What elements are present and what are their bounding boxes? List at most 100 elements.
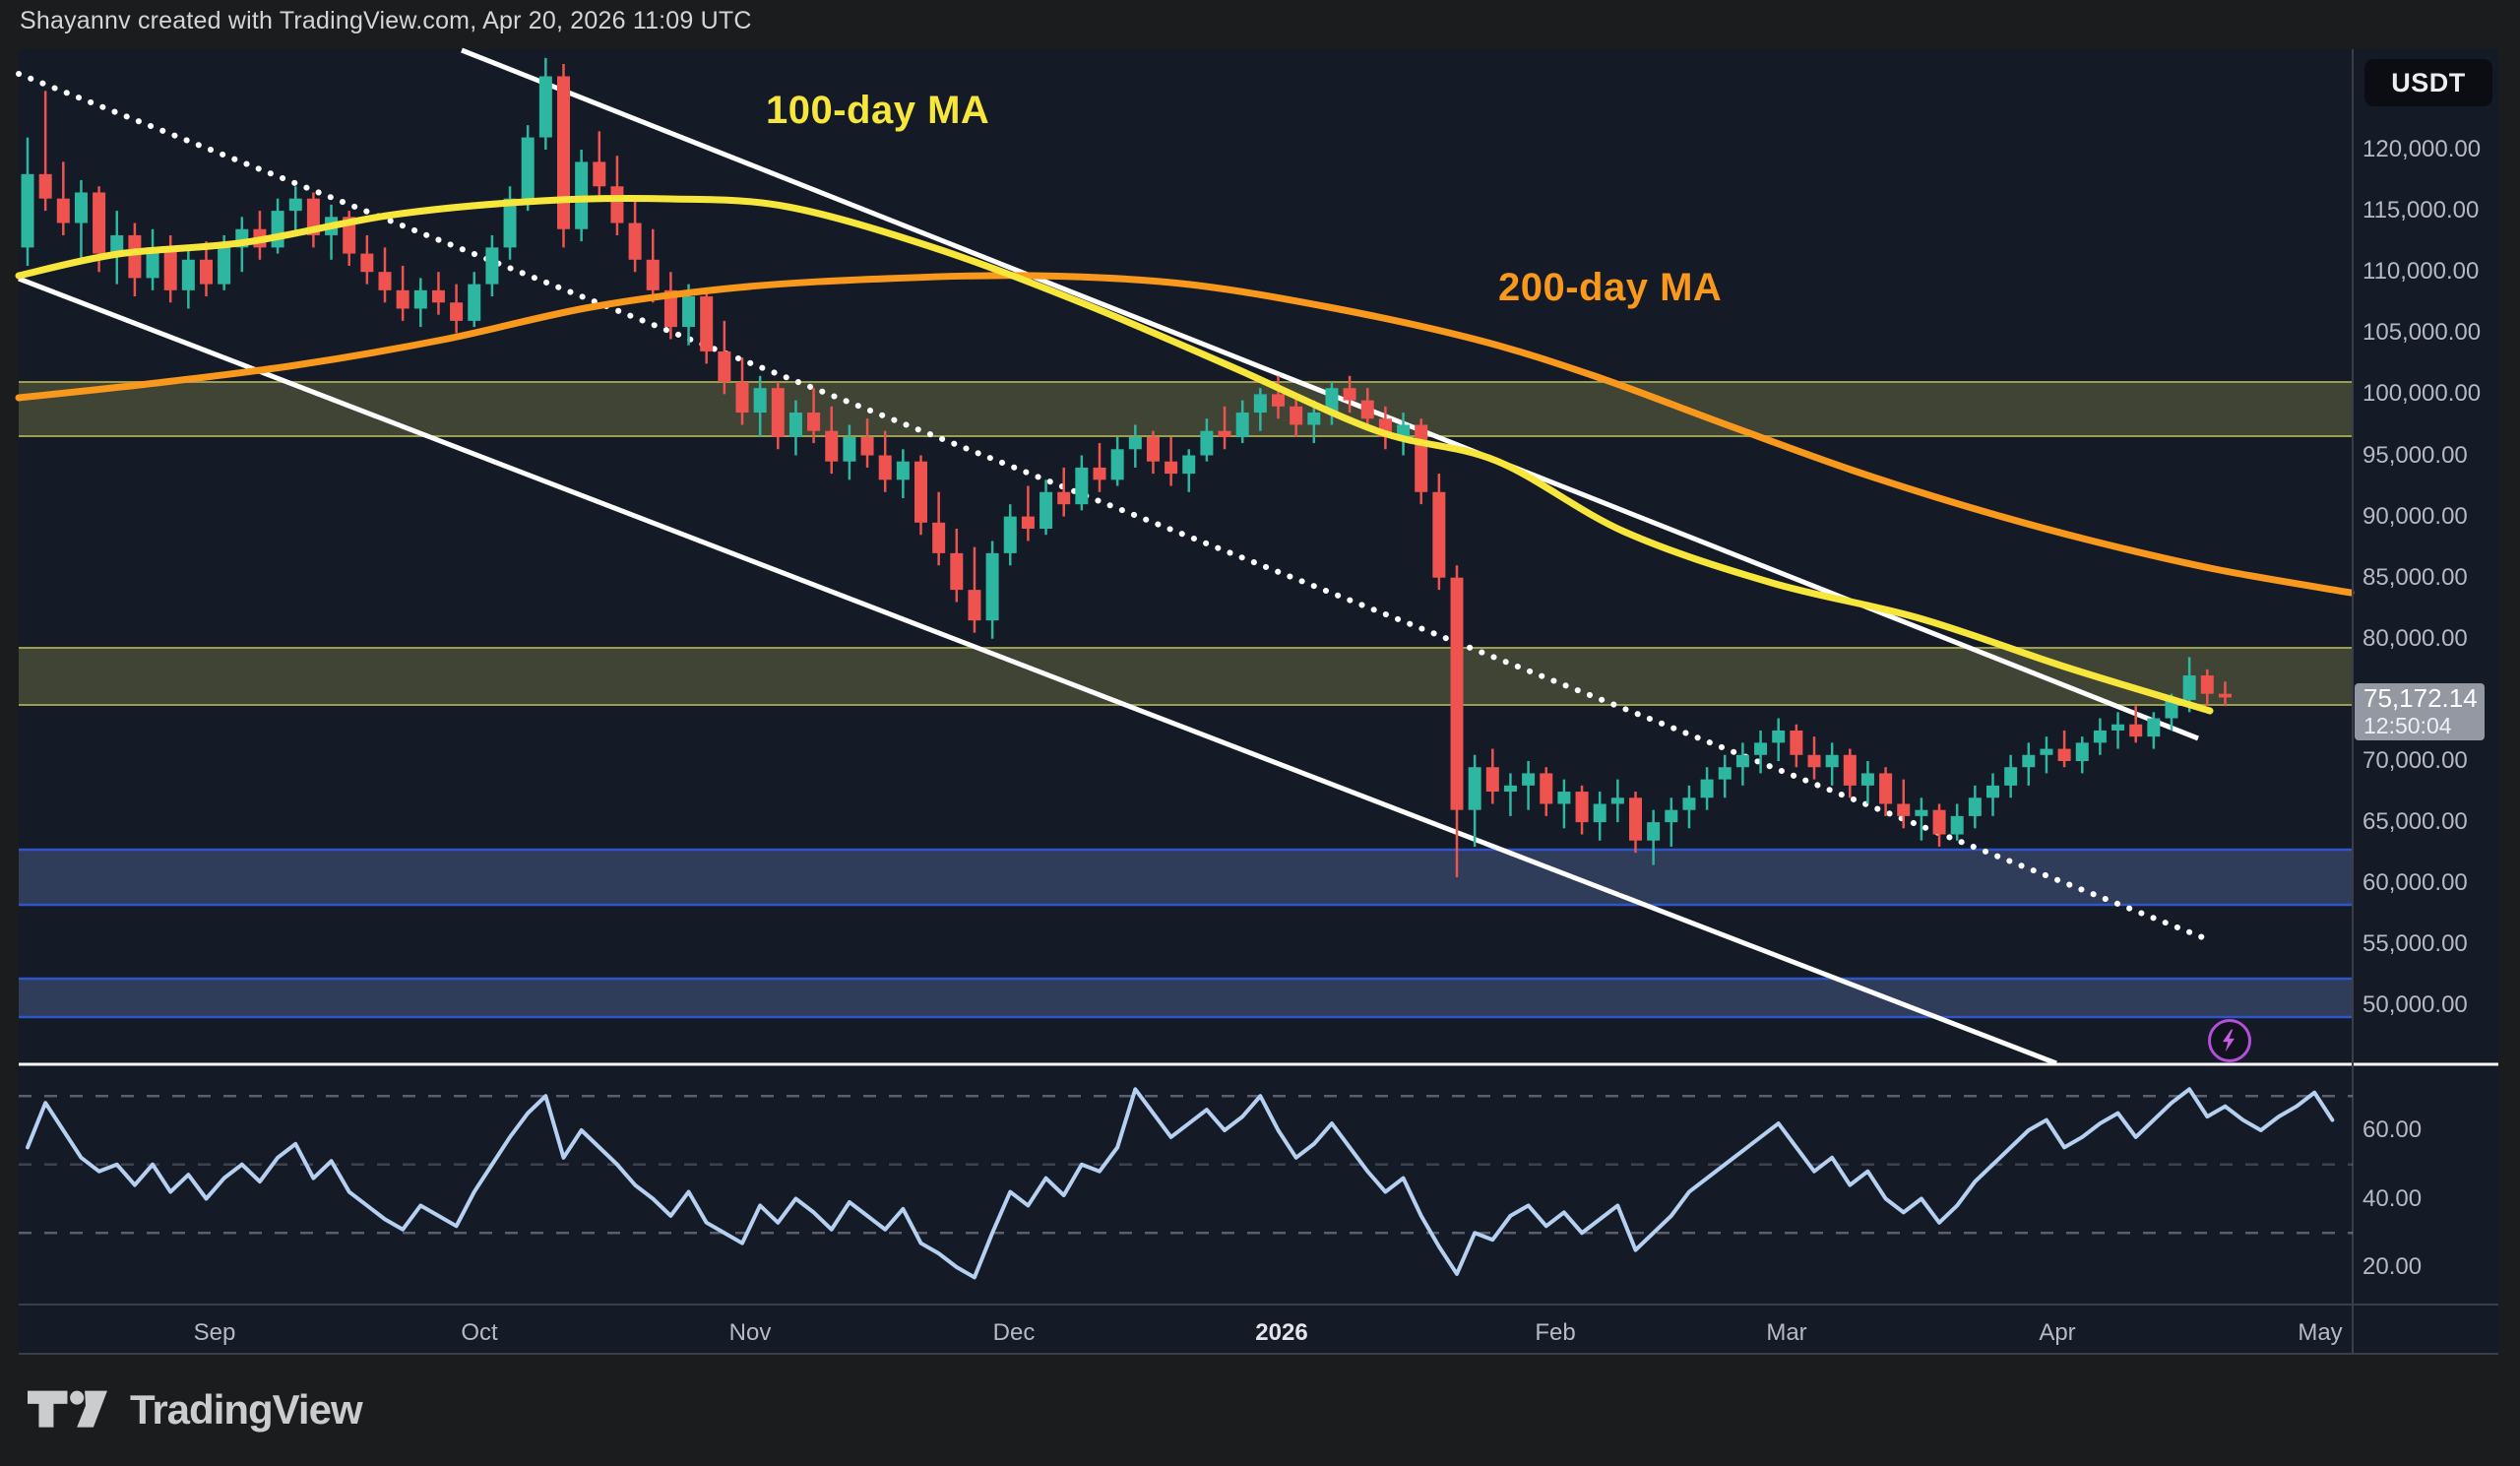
- time-tick-Sep: Sep: [193, 1319, 236, 1346]
- price-tick-110k: 110,000.00: [2362, 258, 2480, 286]
- candle-body: [1343, 388, 1356, 401]
- candle-body: [1522, 773, 1536, 786]
- candle-body: [378, 272, 392, 290]
- candle-body: [825, 430, 839, 462]
- last-price-value: 75,172.14: [2363, 683, 2478, 713]
- candle-body: [807, 413, 821, 431]
- quote-currency-pill[interactable]: USDT: [2364, 59, 2492, 106]
- candle-body: [93, 192, 106, 254]
- last-price-badge[interactable]: 75,172.14 12:50:04: [2355, 683, 2485, 740]
- price-tick-80k: 80,000.00: [2362, 624, 2468, 652]
- candle-body: [663, 289, 677, 328]
- candle-body: [1503, 785, 1517, 793]
- ma100-annotation[interactable]: 100-day MA: [766, 89, 990, 132]
- candle-body: [646, 259, 660, 290]
- candle-body: [128, 234, 142, 279]
- time-tick-Oct: Oct: [461, 1319, 498, 1346]
- candle-body: [1432, 491, 1446, 578]
- candle-body: [896, 461, 910, 480]
- candle-body: [468, 284, 481, 321]
- candle-body: [1772, 730, 1786, 743]
- zone-resistance-olive-lower: [19, 648, 2353, 705]
- time-tick-Apr: Apr: [2039, 1319, 2076, 1346]
- candle-body: [1128, 436, 1142, 450]
- rsi-line: [26, 1087, 2335, 1280]
- candle-body: [2147, 718, 2161, 737]
- candle-body: [2093, 730, 2107, 743]
- candle-body: [1718, 767, 1732, 780]
- candle-body: [932, 522, 946, 553]
- candle-body: [1485, 767, 1499, 793]
- candle-body: [163, 247, 177, 290]
- candle-body: [431, 289, 445, 303]
- candle-body: [1790, 730, 1803, 755]
- candle-body: [2075, 742, 2089, 761]
- candle-body: [1843, 754, 1857, 786]
- price-tick-50k: 50,000.00: [2362, 991, 2468, 1019]
- candle-body: [1146, 436, 1160, 462]
- candle-body: [146, 247, 159, 279]
- candle-body: [1415, 424, 1428, 492]
- candle-body: [1397, 424, 1411, 437]
- candle-body: [1040, 491, 1053, 530]
- candle-body: [413, 289, 427, 309]
- trendline-channel-lower[interactable]: [18, 276, 2057, 1066]
- candle-body: [700, 296, 714, 351]
- candle-body: [2182, 675, 2196, 700]
- price-tick-90k: 90,000.00: [2362, 502, 2468, 530]
- trendline-mid-dotted[interactable]: [16, 71, 2213, 943]
- candle-body: [450, 302, 464, 321]
- candle-body: [2200, 675, 2214, 694]
- candle-body: [860, 436, 874, 456]
- candle-body: [271, 211, 284, 248]
- quote-currency-label: USDT: [2391, 67, 2466, 97]
- candle-body: [557, 76, 570, 229]
- candle-body: [788, 413, 802, 437]
- candle-body: [1700, 779, 1714, 798]
- price-tick-55k: 55,000.00: [2362, 930, 2468, 958]
- price-tick-70k: 70,000.00: [2362, 747, 2468, 774]
- candle-body: [1915, 809, 1928, 816]
- candle-body: [610, 186, 624, 223]
- price-tick-120k: 120,000.00: [2362, 136, 2482, 162]
- candle-body: [1272, 394, 1285, 407]
- flash-reaction-button[interactable]: [2208, 1019, 2251, 1062]
- candle-body: [1950, 815, 1964, 835]
- time-tick-Feb: Feb: [1535, 1319, 1576, 1346]
- candle-body: [1218, 430, 1231, 437]
- candle-body: [1253, 394, 1267, 414]
- price-tick-85k: 85,000.00: [2362, 563, 2468, 591]
- candle-body: [74, 192, 88, 223]
- rsi-tick-40: 40.00: [2362, 1184, 2423, 1212]
- candle-body: [1307, 413, 1321, 425]
- candle-body: [1540, 773, 1553, 804]
- candle-body: [950, 552, 964, 591]
- candle-body: [1450, 577, 1464, 810]
- tradingview-logo[interactable]: TradingView: [28, 1386, 363, 1434]
- price-tick-65k: 65,000.00: [2362, 808, 2468, 836]
- candle-body: [628, 223, 642, 260]
- price-tick-100k: 100,000.00: [2362, 380, 2482, 408]
- bar-countdown: 12:50:04: [2363, 713, 2452, 738]
- candle-body: [21, 173, 34, 248]
- candle-body: [1021, 516, 1035, 530]
- candle-body: [718, 351, 731, 382]
- candle-body: [1200, 430, 1214, 456]
- zone-support-blue-lower: [19, 979, 2353, 1017]
- candle-body: [575, 161, 589, 229]
- candle-body: [538, 76, 552, 138]
- ma200-annotation[interactable]: 200-day MA: [1498, 266, 1723, 309]
- candle-body: [2004, 767, 2018, 786]
- candle-body: [1665, 809, 1678, 823]
- candle-body: [985, 552, 999, 621]
- candle-body: [682, 296, 696, 328]
- candle-body: [1575, 792, 1589, 823]
- price-tick-60k: 60,000.00: [2362, 869, 2468, 897]
- candle-body: [735, 381, 749, 414]
- candle-body: [2218, 693, 2232, 698]
- candle-body: [360, 253, 374, 273]
- candle-body: [1182, 455, 1196, 475]
- candle-body: [1735, 754, 1749, 768]
- candle-body: [1807, 754, 1821, 768]
